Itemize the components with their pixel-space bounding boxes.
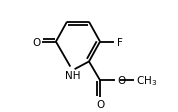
Text: F: F — [117, 37, 122, 47]
Text: CH$_3$: CH$_3$ — [136, 74, 158, 87]
Text: O: O — [32, 37, 40, 47]
Text: NH: NH — [65, 71, 80, 81]
Text: O: O — [118, 76, 126, 85]
Text: O: O — [96, 99, 104, 109]
